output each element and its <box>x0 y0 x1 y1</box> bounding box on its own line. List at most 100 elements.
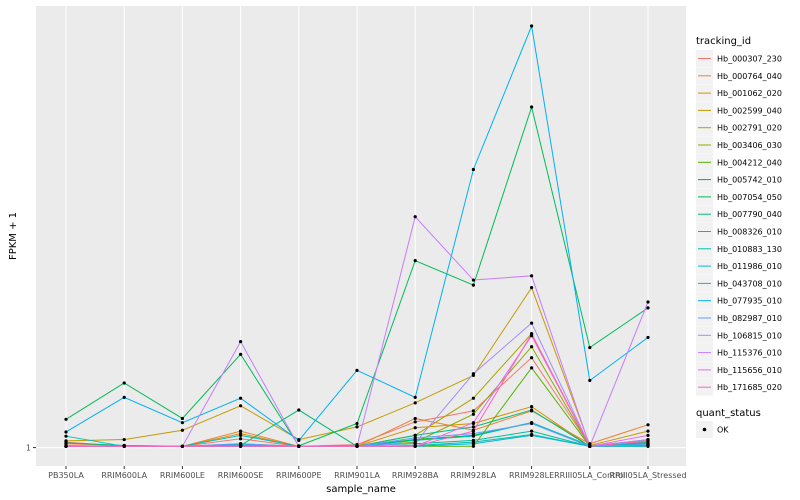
data-point <box>530 421 534 426</box>
x-tick-label: RRIM600PE <box>276 471 322 480</box>
data-point <box>530 408 534 412</box>
data-point <box>413 420 417 424</box>
data-point <box>646 300 650 304</box>
x-axis-title: sample_name <box>326 484 396 495</box>
data-point <box>180 421 184 425</box>
panel-background <box>36 6 686 466</box>
data-point <box>64 417 68 421</box>
legend-label: Hb_115376_010 <box>717 349 782 358</box>
y-tick-label: 1 <box>26 444 31 453</box>
data-point <box>355 368 359 372</box>
data-point <box>122 395 126 399</box>
legend2-label: OK <box>717 426 729 435</box>
data-point <box>471 425 475 429</box>
x-tick-label: RRIM928BA <box>392 471 439 480</box>
data-point <box>239 442 243 446</box>
legend-label: Hb_082987_010 <box>717 314 782 323</box>
data-point <box>646 443 650 447</box>
data-point <box>646 335 650 340</box>
data-point <box>646 423 650 427</box>
x-tick-label: RRIM928LE <box>509 471 554 480</box>
data-point <box>471 429 475 433</box>
data-point <box>471 442 475 446</box>
data-point <box>471 432 475 436</box>
data-point <box>64 434 68 438</box>
legend-label: Hb_001062_020 <box>717 89 782 98</box>
data-point <box>530 345 534 349</box>
data-point <box>413 259 417 263</box>
data-point <box>646 433 650 437</box>
x-tick-label: RRIM928LA <box>451 471 497 480</box>
data-point <box>64 441 68 445</box>
data-point <box>122 437 126 442</box>
data-point <box>530 286 534 290</box>
data-point <box>530 274 534 278</box>
legend-label: Hb_008326_010 <box>717 228 782 237</box>
grid <box>36 6 686 466</box>
data-point <box>530 429 534 433</box>
data-point <box>355 421 359 426</box>
x-tick-label: RRIM600LA <box>101 471 147 480</box>
data-point <box>297 438 301 443</box>
x-tick-label: RRIII05LA_Control <box>554 471 625 480</box>
data-point <box>471 167 475 172</box>
data-point <box>413 395 417 399</box>
data-point <box>239 396 243 400</box>
data-point <box>413 444 417 448</box>
data-point <box>413 441 417 445</box>
data-point <box>413 436 417 440</box>
data-point <box>355 425 359 429</box>
legend-label: Hb_011986_010 <box>717 262 782 271</box>
data-point <box>646 429 650 433</box>
legend-label: Hb_004212_040 <box>717 158 782 167</box>
data-point <box>471 444 475 448</box>
data-point <box>413 416 417 421</box>
legend-label: Hb_115656_010 <box>717 366 782 375</box>
legend-label: Hb_000307_230 <box>717 55 782 64</box>
data-point <box>471 396 475 400</box>
data-point <box>239 340 243 344</box>
data-point <box>588 378 592 383</box>
legend-label: Hb_010883_130 <box>717 245 782 254</box>
x-tick-label: RRIM901LA <box>334 471 380 480</box>
legend-title: tracking_id <box>696 36 751 47</box>
data-point <box>588 444 592 448</box>
data-point <box>530 321 534 325</box>
data-point <box>297 408 301 412</box>
data-point <box>355 444 359 448</box>
data-point <box>413 215 417 219</box>
data-point <box>646 306 650 310</box>
data-point <box>413 433 417 437</box>
data-point <box>122 381 126 385</box>
data-point <box>64 430 68 434</box>
data-point <box>530 105 534 109</box>
legend-label: Hb_005742_010 <box>717 176 782 185</box>
data-point <box>471 421 475 425</box>
legend: tracking_id Hb_000307_230 Hb_000764_040 Hb… <box>696 36 782 438</box>
data-point <box>471 409 475 413</box>
legend-label: Hb_043708_010 <box>717 279 782 288</box>
data-point <box>471 278 475 282</box>
data-point <box>588 345 592 350</box>
data-point <box>413 426 417 430</box>
legend-label: Hb_000764_040 <box>717 72 782 81</box>
legend2-point <box>702 427 707 432</box>
data-point <box>530 433 534 437</box>
data-point <box>239 433 243 437</box>
x-tick-label: PB350LA <box>48 471 84 480</box>
x-tick-label: RRIII05LA_Stressed <box>609 471 686 480</box>
data-point <box>530 366 534 370</box>
data-point <box>297 444 301 448</box>
data-point <box>239 352 243 356</box>
data-point <box>239 437 243 441</box>
data-point <box>530 356 534 360</box>
data-point <box>530 24 534 28</box>
legend-label: Hb_007790_040 <box>717 210 782 219</box>
x-tick-label: RRIM600LE <box>160 471 205 480</box>
legend-label: Hb_077935_010 <box>717 297 782 306</box>
y-axis: 1 <box>26 444 36 453</box>
data-points <box>64 24 650 448</box>
data-point <box>122 444 126 448</box>
data-point <box>239 404 243 408</box>
